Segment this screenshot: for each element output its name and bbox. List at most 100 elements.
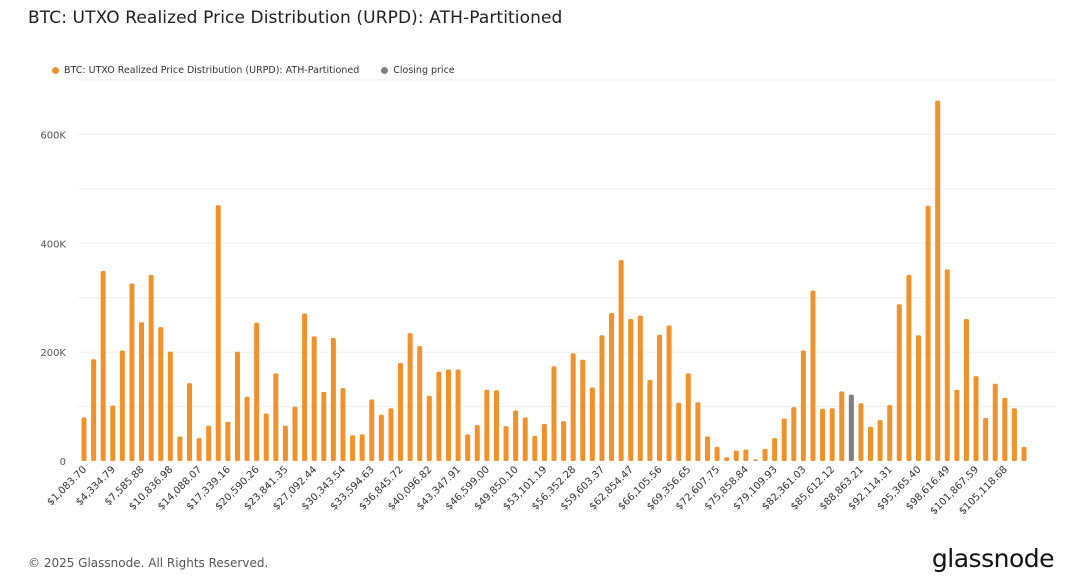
urpd-bar-chart: 0200K400K600K$1,083.70$4,334.79$7,585.88…	[40, 79, 1056, 517]
urpd-bar	[167, 351, 173, 461]
y-tick-label: 400K	[40, 239, 66, 250]
urpd-bar	[148, 274, 154, 461]
urpd-bar	[829, 408, 835, 461]
urpd-bar	[1011, 408, 1017, 461]
urpd-bar	[187, 383, 193, 461]
urpd-bar	[647, 379, 653, 461]
urpd-bar	[762, 449, 768, 461]
urpd-bar	[570, 353, 576, 461]
urpd-bar	[551, 366, 557, 461]
urpd-bar	[925, 205, 931, 461]
urpd-bar	[513, 410, 519, 461]
urpd-bar	[772, 438, 778, 461]
urpd-bar	[992, 383, 998, 461]
urpd-bar	[417, 346, 423, 461]
urpd-bar	[800, 350, 806, 461]
urpd-bar	[282, 425, 288, 461]
legend-dot-closing-price	[381, 67, 389, 74]
urpd-bar	[503, 426, 509, 461]
urpd-bar	[359, 434, 365, 461]
urpd-bar	[676, 402, 682, 461]
urpd-bar	[628, 318, 634, 461]
copyright-text: © 2025 Glassnode. All Rights Reserved.	[28, 556, 269, 570]
urpd-bar	[388, 408, 394, 461]
urpd-bar	[407, 333, 413, 461]
urpd-bar	[983, 418, 989, 461]
urpd-bar	[177, 436, 183, 461]
urpd-bar	[868, 426, 874, 461]
urpd-bar	[839, 391, 845, 461]
urpd-bar	[637, 315, 643, 461]
legend-item-urpd[interactable]: BTC: UTXO Realized Price Distribution (U…	[52, 65, 359, 76]
urpd-bar	[81, 417, 87, 461]
urpd-bar	[954, 389, 960, 461]
urpd-bar	[225, 421, 231, 461]
urpd-bar	[273, 373, 279, 461]
urpd-bar	[963, 318, 969, 461]
urpd-bar	[973, 376, 979, 461]
urpd-bar	[858, 403, 864, 461]
urpd-bar	[158, 327, 164, 461]
urpd-bar	[618, 260, 624, 461]
urpd-bar	[810, 290, 816, 461]
urpd-bar	[196, 438, 202, 461]
urpd-bar	[110, 405, 116, 461]
urpd-bar	[493, 390, 499, 461]
urpd-bar	[541, 423, 547, 461]
urpd-bar	[474, 425, 480, 461]
urpd-bar	[944, 269, 950, 461]
urpd-bar	[330, 337, 336, 461]
urpd-bar	[522, 417, 528, 461]
urpd-bar	[599, 335, 605, 461]
legend-dot-urpd	[52, 67, 59, 74]
urpd-bar	[906, 274, 912, 461]
urpd-bar	[455, 369, 461, 461]
urpd-bar	[781, 418, 787, 461]
urpd-bar	[215, 205, 221, 461]
urpd-bar	[244, 396, 250, 461]
urpd-bar	[465, 434, 471, 461]
urpd-bar	[292, 406, 298, 461]
urpd-bar	[311, 336, 317, 461]
urpd-bar	[100, 271, 106, 461]
urpd-bar	[398, 363, 404, 461]
urpd-bar	[139, 322, 145, 461]
urpd-bar	[704, 436, 710, 461]
urpd-bar	[436, 371, 442, 461]
y-tick-label: 600K	[40, 130, 66, 141]
urpd-bar	[589, 387, 595, 461]
urpd-bar	[119, 350, 125, 461]
urpd-bar	[369, 399, 375, 461]
y-tick-label: 0	[60, 457, 66, 468]
urpd-bar	[877, 420, 883, 461]
urpd-bar	[580, 359, 586, 461]
urpd-bar	[484, 389, 490, 461]
legend-item-closing-price[interactable]: Closing price	[381, 65, 455, 76]
urpd-bar	[666, 325, 672, 461]
urpd-bar	[743, 449, 749, 461]
urpd-bar	[263, 413, 269, 461]
urpd-bar	[445, 369, 451, 461]
legend-label-urpd: BTC: UTXO Realized Price Distribution (U…	[64, 65, 360, 76]
chart-title: BTC: UTXO Realized Price Distribution (U…	[28, 8, 563, 28]
urpd-bar	[695, 402, 701, 461]
urpd-bar	[206, 425, 212, 461]
urpd-bar	[91, 359, 97, 461]
chart-legend: BTC: UTXO Realized Price Distribution (U…	[52, 65, 455, 76]
urpd-bar	[733, 450, 739, 461]
urpd-bar	[791, 407, 797, 461]
urpd-bar	[752, 459, 758, 461]
urpd-bar	[532, 435, 538, 461]
urpd-bar	[1002, 397, 1008, 461]
y-tick-label: 200K	[40, 348, 66, 359]
urpd-bar	[657, 334, 663, 461]
urpd-bar	[234, 351, 240, 461]
urpd-bar	[321, 391, 327, 461]
urpd-bar	[820, 408, 826, 461]
urpd-bar	[887, 404, 893, 461]
urpd-bar	[302, 313, 308, 461]
legend-label-closing-price: Closing price	[393, 65, 455, 76]
glassnode-logo: glassnode	[931, 544, 1055, 573]
urpd-bar	[935, 100, 941, 462]
urpd-bar	[896, 304, 902, 461]
